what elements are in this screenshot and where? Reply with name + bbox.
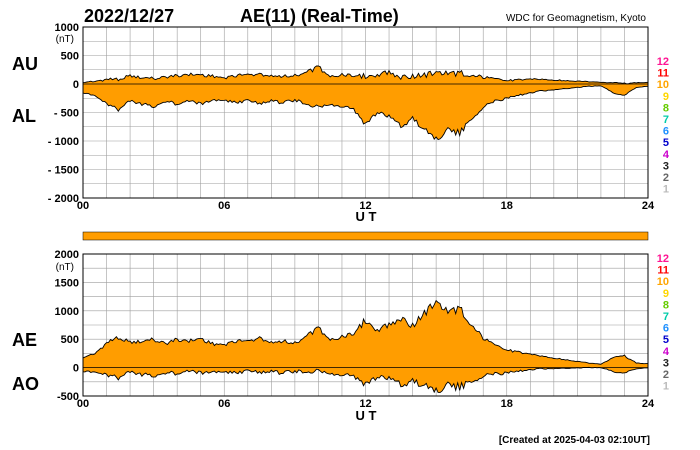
legend-level-10: 10 xyxy=(657,79,669,91)
legend-level-11: 11 xyxy=(657,68,669,80)
panel1-x-axis-label: U T xyxy=(356,209,377,224)
legend-level-3: 3 xyxy=(663,357,669,369)
ae-label: AE xyxy=(12,330,37,350)
created-timestamp: [Created at 2025-04-03 02:10UT] xyxy=(499,435,650,446)
y-tick-label: 0 xyxy=(73,363,79,375)
x-tick-label: 00 xyxy=(77,200,89,212)
legend-level-5: 5 xyxy=(663,334,669,346)
series-line-AU xyxy=(82,65,649,85)
y-tick-label: - 1500 xyxy=(48,165,79,177)
x-tick-label: 18 xyxy=(501,200,513,212)
x-tick-label: 24 xyxy=(642,398,655,410)
legend-level-7: 7 xyxy=(663,114,669,126)
legend-level-7: 7 xyxy=(663,311,669,323)
y-tick-label: -500 xyxy=(57,391,79,403)
legend-level-1: 1 xyxy=(663,184,669,196)
legend-level-8: 8 xyxy=(663,299,669,311)
y-tick-label: 1500 xyxy=(55,277,79,289)
legend-level-6: 6 xyxy=(663,323,669,335)
legend-level-4: 4 xyxy=(663,346,670,358)
y-tick-label: - 2000 xyxy=(48,193,79,205)
legend-level-11: 11 xyxy=(657,265,669,277)
plot-title: AE(11) (Real-Time) xyxy=(240,6,399,26)
x-tick-label: 12 xyxy=(359,398,371,410)
legend-level-9: 9 xyxy=(663,288,669,300)
panel2-unit: (nT) xyxy=(56,262,74,273)
y-tick-label: 500 xyxy=(61,51,79,63)
legend-level-12: 12 xyxy=(657,253,669,265)
legend-level-3: 3 xyxy=(663,160,669,172)
y-tick-label: - 1000 xyxy=(48,136,79,148)
plot-frame xyxy=(82,253,649,397)
y-tick-label: 2000 xyxy=(55,249,79,261)
plot-frame xyxy=(82,26,649,199)
au-label: AU xyxy=(12,54,38,74)
al-label: AL xyxy=(12,106,36,126)
y-tick-label: 500 xyxy=(61,334,79,346)
legend-level-2: 2 xyxy=(663,172,669,184)
series-fill-area xyxy=(83,300,648,393)
x-tick-label: 24 xyxy=(642,200,655,212)
x-tick-label: 00 xyxy=(77,398,89,410)
y-tick-label: 1000 xyxy=(55,22,79,34)
separator-bar xyxy=(82,231,649,241)
legend-level-5: 5 xyxy=(663,137,669,149)
plot-date: 2022/12/27 xyxy=(84,6,174,26)
x-tick-label: 06 xyxy=(218,200,230,212)
legend-level-10: 10 xyxy=(657,276,669,288)
y-tick-label: 1000 xyxy=(55,306,79,318)
x-tick-label: 18 xyxy=(501,398,513,410)
series-line-AE xyxy=(82,299,648,365)
ao-label: AO xyxy=(12,374,39,394)
legend-level-8: 8 xyxy=(663,102,669,114)
y-tick-label: - 500 xyxy=(54,108,79,120)
panel2-x-axis-label: U T xyxy=(356,408,377,423)
legend-level-6: 6 xyxy=(663,126,669,138)
series-line-AL xyxy=(82,85,649,141)
legend-level-9: 9 xyxy=(663,91,669,103)
legend-level-4: 4 xyxy=(663,149,670,161)
data-source: WDC for Geomagnetism, Kyoto xyxy=(506,13,646,24)
legend-level-12: 12 xyxy=(657,56,669,68)
legend-level-2: 2 xyxy=(663,369,669,381)
legend-level-1: 1 xyxy=(663,381,669,393)
x-tick-label: 12 xyxy=(359,200,371,212)
series-line-AO xyxy=(82,366,648,394)
panel1-unit: (nT) xyxy=(56,34,74,45)
x-tick-label: 06 xyxy=(218,398,230,410)
y-tick-label: 0 xyxy=(73,79,79,91)
